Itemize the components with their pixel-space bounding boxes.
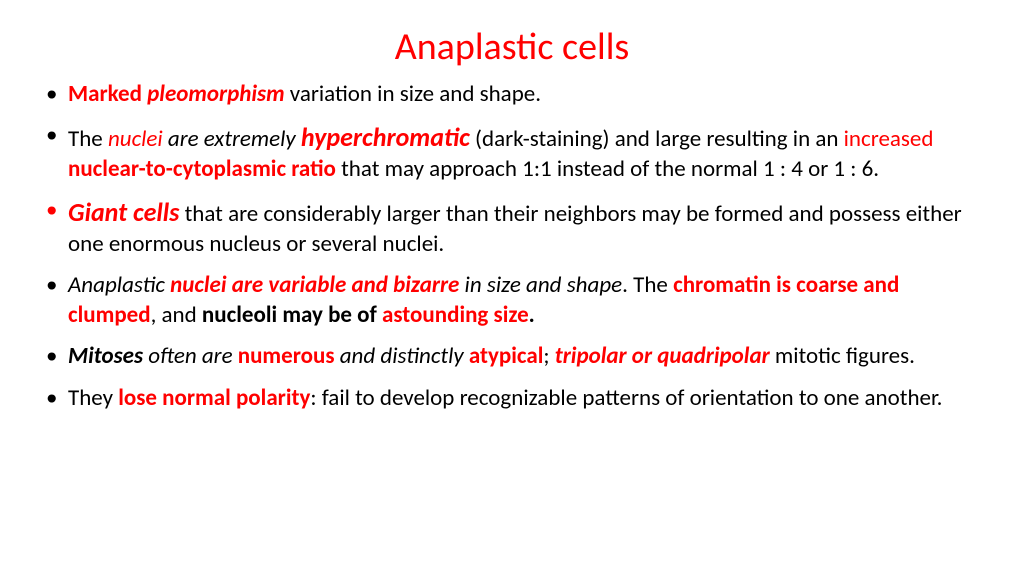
- text-run: nuclei: [108, 125, 163, 153]
- text-run: that may approach 1:1 instead of the nor…: [336, 155, 879, 183]
- text-run: in size and shape: [459, 271, 622, 299]
- slide: Anaplastic cells Marked pleomorphism var…: [0, 0, 1024, 576]
- bullet-item: Anaplastic nuclei are variable and bizar…: [68, 271, 984, 330]
- text-run: Anaplastic: [68, 271, 170, 299]
- text-run: variation in size and shape.: [285, 80, 541, 108]
- bullet-item: The nuclei are extremely hyperchromatic …: [68, 121, 984, 184]
- text-run: often are: [143, 342, 238, 370]
- text-run: : fail to develop recognizable patterns …: [310, 384, 942, 412]
- bullet-list: Marked pleomorphism variation in size an…: [40, 80, 984, 413]
- text-run: , and: [151, 301, 202, 329]
- text-run: pleomorphism: [147, 80, 284, 108]
- text-run: Marked: [68, 80, 147, 108]
- text-run: astounding size: [382, 301, 529, 329]
- text-run: nuclei are variable and bizarre: [170, 271, 459, 299]
- text-run: nucleoli may be of: [202, 301, 382, 329]
- text-run: The: [68, 125, 108, 153]
- text-run: They: [68, 384, 118, 412]
- text-run: and distinctly: [335, 342, 469, 370]
- text-run: .: [529, 301, 535, 329]
- bullet-item: They lose normal polarity: fail to devel…: [68, 384, 984, 413]
- slide-title: Anaplastic cells: [40, 24, 984, 70]
- text-run: atypical: [469, 342, 544, 370]
- bullet-item: Marked pleomorphism variation in size an…: [68, 80, 984, 109]
- bullet-item: Mitoses often are numerous and distinctl…: [68, 342, 984, 371]
- text-run: (dark-staining) and large resulting in a…: [470, 125, 844, 153]
- text-run: lose normal polarity: [118, 384, 310, 412]
- text-run: hyperchromatic: [301, 121, 470, 153]
- text-run: are extremely: [163, 125, 301, 153]
- text-run: Giant cells: [68, 196, 179, 228]
- bullet-item: Giant cells that are considerably larger…: [68, 196, 984, 259]
- text-run: that are considerably larger than their …: [68, 200, 962, 257]
- text-run: numerous: [238, 342, 335, 370]
- text-run: increased: [844, 125, 934, 153]
- text-run: tripolar or quadripolar: [555, 342, 770, 370]
- text-run: Mitoses: [68, 342, 143, 370]
- text-run: . The: [622, 271, 673, 299]
- text-run: nuclear-to-cytoplasmic ratio: [68, 155, 336, 183]
- text-run: mitotic figures.: [770, 342, 915, 370]
- text-run: ;: [543, 342, 554, 370]
